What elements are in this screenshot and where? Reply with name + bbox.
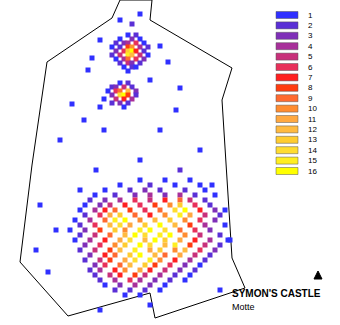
svg-text:7: 7 [308, 73, 313, 82]
svg-text:SYMON'S CASTLE: SYMON'S CASTLE [232, 288, 321, 299]
svg-text:15: 15 [308, 156, 317, 165]
svg-text:11: 11 [308, 115, 317, 124]
svg-text:4: 4 [308, 42, 313, 51]
svg-text:Motte: Motte [232, 302, 255, 312]
svg-text:8: 8 [308, 83, 313, 92]
svg-text:16: 16 [308, 167, 317, 176]
svg-text:3: 3 [308, 31, 313, 40]
svg-text:2: 2 [308, 21, 313, 30]
svg-text:6: 6 [308, 63, 313, 72]
svg-text:10: 10 [308, 104, 317, 113]
svg-text:14: 14 [308, 146, 317, 155]
svg-text:1: 1 [308, 11, 313, 20]
svg-text:13: 13 [308, 135, 317, 144]
svg-text:12: 12 [308, 125, 317, 134]
svg-text:9: 9 [308, 94, 313, 103]
svg-text:5: 5 [308, 52, 313, 61]
